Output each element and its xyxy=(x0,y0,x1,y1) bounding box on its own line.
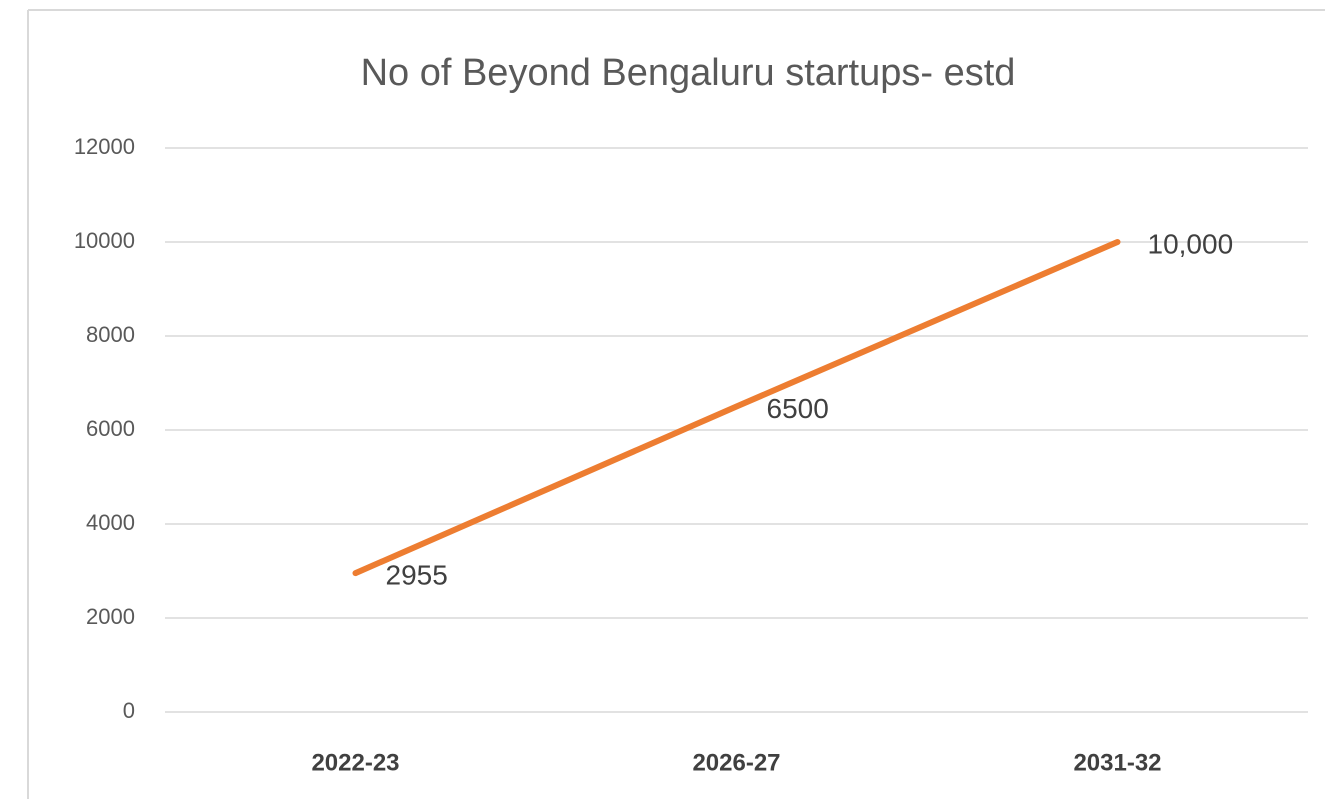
x-tick-label: 2031-32 xyxy=(1073,749,1161,776)
data-label: 6500 xyxy=(767,393,829,424)
y-tick-label: 0 xyxy=(123,698,135,723)
data-label: 2955 xyxy=(386,560,448,591)
y-tick-label: 2000 xyxy=(86,604,135,629)
x-tick-label: 2026-27 xyxy=(692,749,780,776)
x-tick-label: 2022-23 xyxy=(311,749,399,776)
y-tick-label: 12000 xyxy=(74,134,135,159)
y-tick-label: 4000 xyxy=(86,510,135,535)
y-tick-label: 8000 xyxy=(86,322,135,347)
y-tick-label: 6000 xyxy=(86,416,135,441)
data-label: 10,000 xyxy=(1148,228,1234,259)
data-line xyxy=(352,239,1121,577)
y-tick-label: 10000 xyxy=(74,228,135,253)
chart-title: No of Beyond Bengaluru startups- estd xyxy=(361,52,1016,94)
